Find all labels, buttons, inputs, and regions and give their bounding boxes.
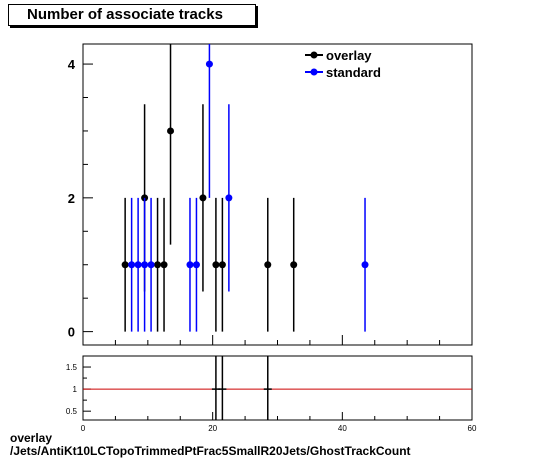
standard-point: [361, 261, 369, 269]
standard-point: [192, 261, 200, 269]
main-y-tick-label: 4: [68, 57, 76, 72]
overlay-point: [199, 194, 207, 202]
legend-standard-marker: [310, 68, 318, 76]
standard-point: [225, 194, 233, 202]
caption-line-2: /Jets/AntiKt10LCTopoTrimmedPtFrac5SmallR…: [10, 444, 411, 458]
overlay-point: [160, 261, 168, 269]
overlay-point: [264, 261, 272, 269]
standard-point: [128, 261, 136, 269]
standard-point: [147, 261, 155, 269]
ratio-plot-marks: [83, 356, 472, 420]
chart-title: Number of associate tracks: [27, 6, 223, 23]
ratio-x-tick-label: 60: [468, 424, 477, 433]
ratio-x-tick-label: 20: [208, 424, 217, 433]
legend: overlay standard: [305, 48, 381, 80]
caption: overlay /Jets/AntiKt10LCTopoTrimmedPtFra…: [10, 432, 411, 458]
standard-point: [205, 60, 213, 68]
ratio-x-tick-label: 40: [338, 424, 347, 433]
main-y-tick-label: 0: [68, 325, 75, 340]
main-plot-marks: [121, 44, 369, 332]
chart-title-box: Number of associate tracks: [8, 4, 256, 26]
legend-overlay-marker: [310, 51, 318, 59]
ratio-y-tick-label: 1: [73, 385, 78, 394]
overlay-point: [121, 261, 129, 269]
main-y-tick-label: 2: [68, 191, 75, 206]
legend-standard-label: standard: [326, 65, 381, 80]
overlay-point: [154, 261, 162, 269]
overlay-point: [290, 261, 298, 269]
caption-line-1: overlay: [10, 431, 53, 445]
standard-point: [141, 261, 149, 269]
legend-overlay-label: overlay: [326, 48, 372, 63]
ratio-plot-frame: [82, 355, 473, 421]
standard-point: [186, 261, 194, 269]
overlay-point: [167, 127, 175, 135]
ratio-x-tick-label: 0: [81, 424, 86, 433]
ratio-plot-axes: 0.5 1 1.5 0 20 40 60: [66, 355, 477, 433]
standard-point: [134, 261, 142, 269]
main-plot-axes: 0 2 4: [68, 43, 473, 346]
main-plot-frame: [82, 43, 473, 346]
overlay-point: [212, 261, 220, 269]
overlay-point: [218, 261, 226, 269]
ratio-y-tick-label: 0.5: [66, 407, 78, 416]
ratio-y-tick-label: 1.5: [66, 363, 78, 372]
